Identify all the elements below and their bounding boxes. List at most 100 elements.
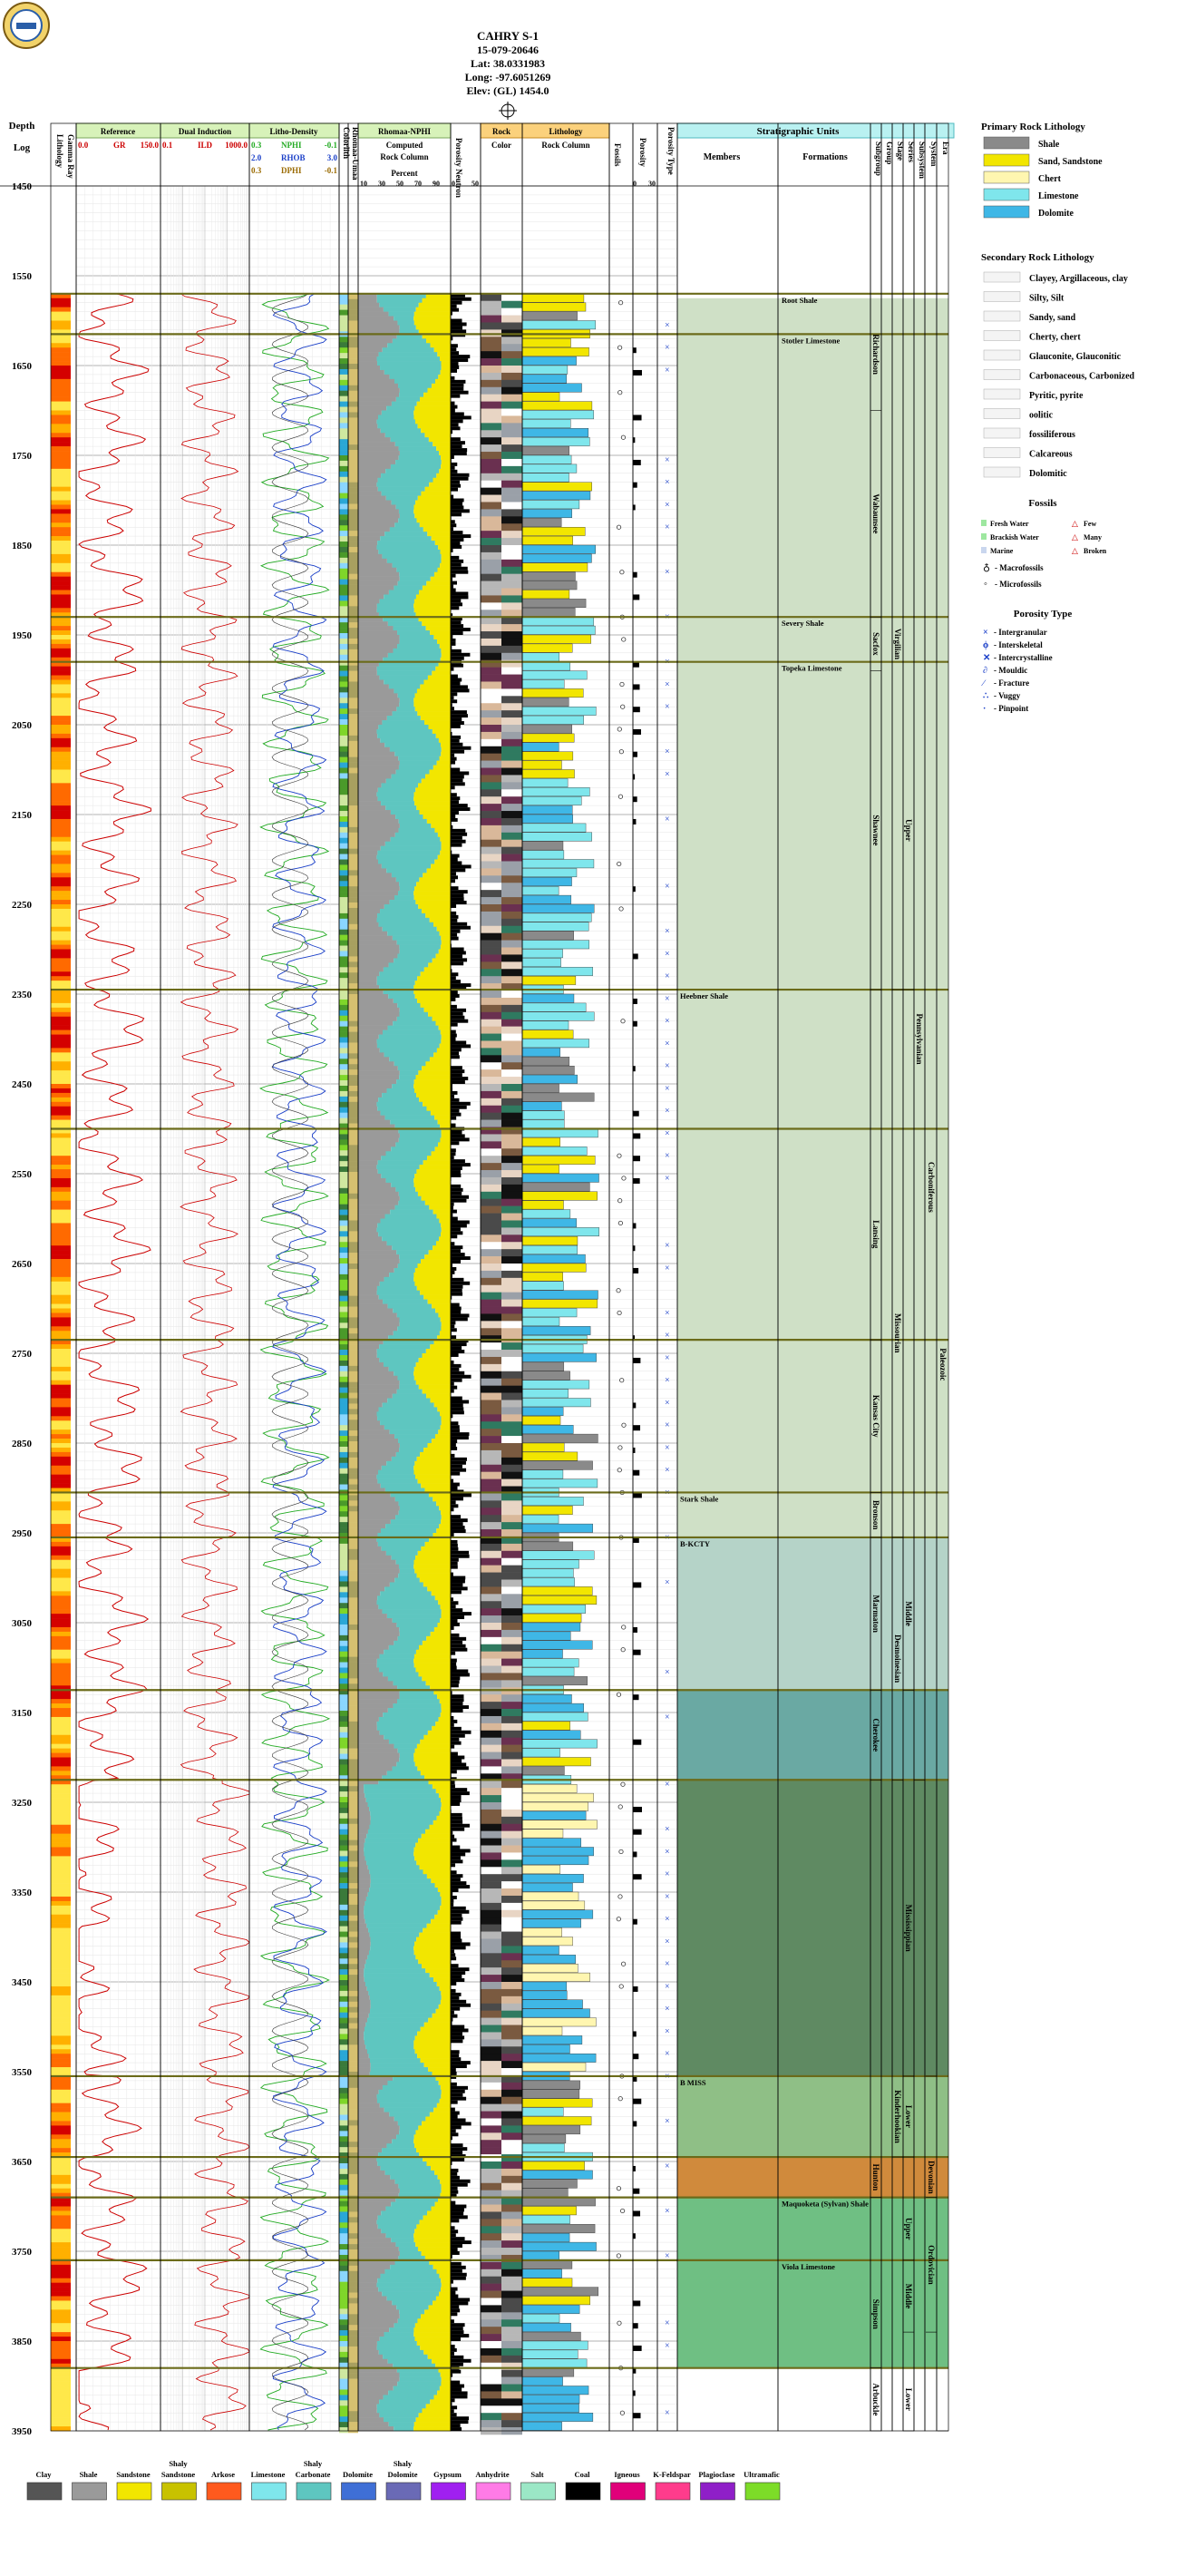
- computed-shale-fraction: [358, 325, 400, 329]
- rhomaa-umaa-cell: [348, 778, 358, 784]
- neutron-porosity-bar: [451, 1508, 453, 1511]
- secondary-lithology-swatch: [984, 331, 1020, 341]
- rhomaa-umaa-cell: [348, 2158, 358, 2163]
- computed-sand-fraction: [417, 2341, 451, 2346]
- neutron-porosity-bar: [451, 1242, 454, 1245]
- computed-limestone-fraction: [386, 2233, 414, 2238]
- computed-shale-fraction: [358, 1075, 399, 1079]
- computed-limestone-fraction: [371, 1816, 437, 1820]
- computed-shale-fraction: [358, 2108, 384, 2113]
- neutron-porosity-bar: [451, 1626, 454, 1630]
- computed-shale-fraction: [358, 1586, 384, 1591]
- rhomaa-umaa-cell: [348, 2039, 358, 2044]
- neutron-porosity-bar: [451, 1601, 458, 1605]
- lithology-bed: [522, 698, 569, 706]
- gamma-lithology-cell: [51, 1735, 71, 1740]
- computed-limestone-fraction: [389, 962, 429, 967]
- computed-sand-fraction: [439, 738, 451, 743]
- neutron-porosity-bar: [451, 1364, 462, 1368]
- rhomaa-umaa-cell: [348, 1506, 358, 1511]
- colorlith-cell: [339, 2416, 348, 2422]
- rock-color-cell: [481, 811, 501, 818]
- computed-shale-fraction: [358, 1371, 394, 1376]
- color-header: Color: [491, 141, 511, 150]
- gamma-lithology-cell: [51, 1107, 71, 1111]
- rock-color-cell: [481, 710, 501, 717]
- depth-tick-label: 2850: [12, 1439, 33, 1449]
- computed-sand-fraction: [417, 1744, 451, 1749]
- lithology-bed: [522, 492, 590, 500]
- rock-color-cell: [481, 668, 501, 675]
- computed-sand-fraction: [440, 563, 451, 568]
- gamma-lithology-cell: [51, 2161, 71, 2166]
- lithology-bed: [522, 1452, 578, 1460]
- neutron-porosity-bar: [451, 437, 461, 441]
- rock-color-cell: [501, 1938, 522, 1946]
- colorlith-cell: [339, 1102, 348, 1107]
- gamma-lithology-cell: [51, 2113, 71, 2117]
- lithology-bed: [522, 1371, 570, 1380]
- computed-limestone-fraction: [378, 1605, 440, 1609]
- colorlith-cell: [339, 2115, 348, 2121]
- computed-limestone-fraction: [378, 1232, 441, 1236]
- neutron-porosity-bar: [451, 1573, 453, 1576]
- computed-sand-fraction: [440, 1618, 451, 1623]
- rock-color-cell: [501, 883, 522, 890]
- computed-limestone-fraction: [367, 1955, 415, 1959]
- computed-shale-fraction: [358, 1165, 376, 1169]
- rock-color-cell: [481, 2161, 501, 2169]
- computed-limestone-fraction: [399, 1501, 437, 1506]
- lithology-bed: [522, 1676, 588, 1684]
- gamma-lithology-cell: [51, 2117, 71, 2122]
- lithology-bed: [522, 455, 571, 463]
- porosity-bar: [633, 1358, 640, 1363]
- computed-limestone-fraction: [389, 2422, 414, 2426]
- computed-shale-fraction: [358, 1906, 364, 1910]
- colorlith-cell: [339, 1188, 348, 1194]
- neutron-porosity-bar: [451, 811, 459, 815]
- computed-shale-fraction: [358, 1676, 388, 1681]
- computed-sand-fraction: [427, 1874, 451, 1878]
- rock-color-cell: [501, 2061, 522, 2068]
- porosity-type-marker: ×: [665, 1017, 670, 1027]
- porosity-track: [633, 123, 657, 2431]
- rhomaa-umaa-cell: [348, 1458, 358, 1463]
- computed-sand-fraction: [441, 1703, 451, 1708]
- neutron-porosity-bar: [451, 2064, 467, 2068]
- neutron-porosity-bar: [451, 448, 467, 452]
- rhomaa-umaa-cell: [348, 493, 358, 499]
- computed-limestone-fraction: [378, 860, 434, 864]
- colorlith-cell: [339, 1867, 348, 1872]
- rock-color-cell: [481, 322, 501, 329]
- gamma-lithology-cell: [51, 2063, 71, 2067]
- neutron-porosity-bar: [451, 2054, 459, 2057]
- computed-limestone-fraction: [384, 1735, 423, 1740]
- rock-color-cell: [501, 732, 522, 739]
- computed-limestone-fraction: [388, 621, 422, 626]
- bottom-legend-swatch: [432, 2483, 466, 2500]
- colorlith-cell: [339, 2018, 348, 2024]
- neutron-porosity-bar: [451, 2319, 454, 2323]
- porosity-bar: [633, 2300, 640, 2306]
- gamma-lithology-cell: [51, 752, 71, 756]
- fossil-marker: [622, 1625, 626, 1629]
- lithology-bed: [522, 2233, 569, 2241]
- computed-shale-fraction: [358, 1636, 398, 1641]
- rhomaa-umaa-cell: [348, 1183, 358, 1188]
- computed-limestone-fraction: [371, 1941, 414, 1946]
- lithology-bed: [522, 1569, 573, 1577]
- neutron-porosity-bar: [451, 463, 457, 466]
- neutron-porosity-bar: [451, 1731, 471, 1734]
- rock-color-cell: [481, 437, 501, 444]
- gamma-lithology-cell: [51, 2283, 71, 2288]
- rock-color-cell: [501, 2233, 522, 2240]
- neutron-porosity-bar: [451, 1397, 462, 1400]
- porosity-type-marker: ×: [665, 927, 670, 937]
- computed-shale-fraction: [358, 1052, 384, 1057]
- rock-color-cell: [481, 1048, 501, 1055]
- gamma-lithology-cell: [51, 2247, 71, 2251]
- computed-shale-fraction: [358, 1061, 394, 1066]
- computed-sand-fraction: [441, 1039, 451, 1044]
- colorlith-cell: [339, 1764, 348, 1770]
- computed-shale-fraction: [358, 379, 394, 384]
